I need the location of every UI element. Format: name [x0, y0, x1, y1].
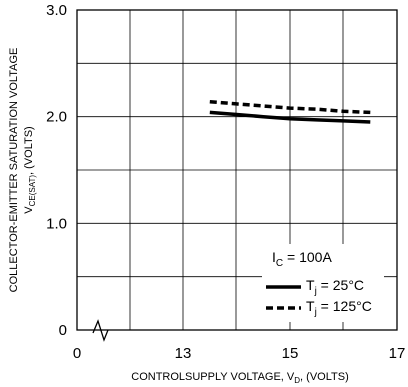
- y-tick-label: 3.0: [46, 2, 67, 19]
- y-tick-labels: 0 1.0 2.0 3.0: [46, 2, 67, 339]
- x-tick-label: 15: [282, 345, 299, 362]
- x-axis-label: CONTROLSUPPLY VOLTAGE, VD, (VOLTS): [131, 371, 349, 385]
- y-axis-label-line2: VCE(SAT), (VOLTS): [23, 126, 37, 213]
- grid-lines: [77, 10, 397, 330]
- series-lines: [209, 99, 371, 124]
- x-tick-label: 13: [175, 345, 192, 362]
- legend: IC = 100A Tj = 25°C Tj = 125°C: [262, 244, 384, 322]
- x-axis-break-mark: [92, 319, 109, 342]
- legend-label-25c: Tj = 25°C: [306, 277, 364, 297]
- legend-label-125c: Tj = 125°C: [306, 298, 372, 318]
- x-tick-labels: 0 13 15 17: [73, 345, 406, 362]
- x-tick-label: 0: [73, 345, 81, 362]
- y-axis-label-line1: COLLECTOR-EMITTER SATURATION VOLTAGE: [8, 48, 20, 293]
- series-line-125c: [209, 99, 371, 115]
- x-tick-label: 17: [389, 345, 406, 362]
- series-line-25c: [209, 110, 371, 124]
- y-tick-label: 0: [59, 322, 67, 339]
- y-tick-label: 2.0: [46, 109, 67, 126]
- y-tick-label: 1.0: [46, 215, 67, 232]
- plot-frame: [76, 9, 398, 331]
- legend-condition: IC = 100A: [272, 249, 332, 269]
